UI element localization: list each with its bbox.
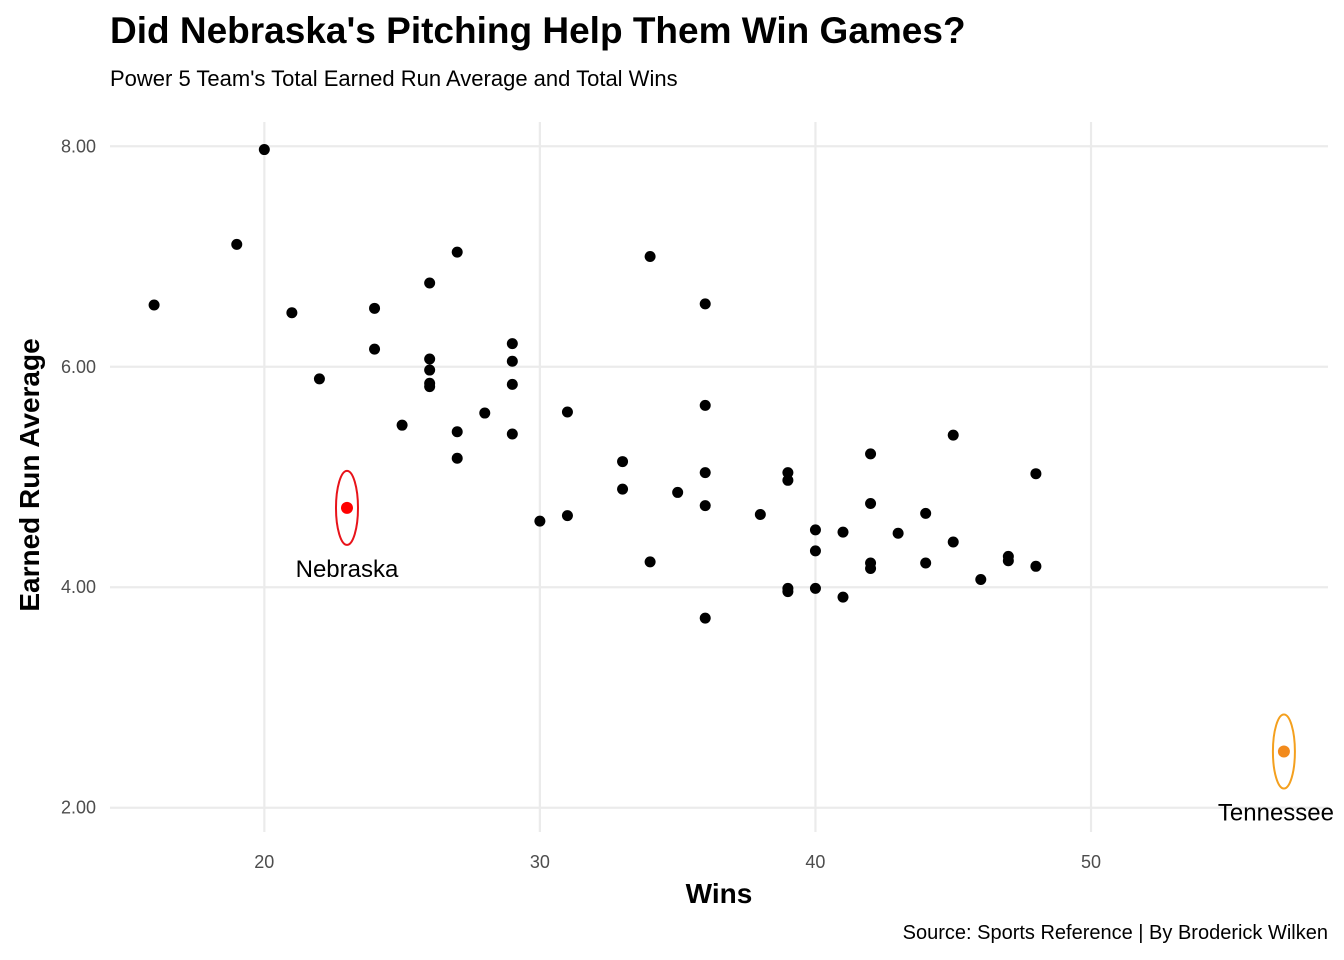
data-point	[369, 343, 381, 355]
data-point	[920, 507, 932, 519]
data-point	[313, 373, 325, 385]
grid-lines	[110, 122, 1328, 832]
y-tick-label: 2.00	[61, 798, 96, 818]
x-tick-label: 30	[530, 852, 550, 872]
data-point	[975, 574, 987, 586]
data-point	[837, 591, 849, 603]
nebraska-label: Nebraska	[296, 556, 399, 583]
y-tick-label: 8.00	[61, 136, 96, 156]
data-point	[865, 448, 877, 460]
data-point	[699, 298, 711, 310]
data-point	[506, 378, 518, 390]
data-point	[424, 353, 436, 365]
data-point	[947, 429, 959, 441]
x-tick-label: 50	[1081, 852, 1101, 872]
x-tick-labels: 20 30 40 50	[254, 852, 1101, 872]
data-point	[1030, 560, 1042, 572]
data-point	[617, 456, 629, 468]
tennessee-data-point	[1277, 745, 1290, 758]
data-point	[782, 586, 794, 598]
data-point	[424, 381, 436, 393]
y-tick-labels: 2.00 4.00 6.00 8.00	[61, 136, 96, 817]
data-point	[699, 612, 711, 624]
data-point	[258, 144, 270, 156]
tennessee-label: Tennessee	[1218, 800, 1334, 827]
y-axis-title: Earned Run Average	[14, 338, 45, 611]
data-point	[920, 557, 932, 569]
data-point	[506, 338, 518, 350]
data-point	[754, 508, 766, 520]
data-point	[148, 299, 160, 311]
data-point	[451, 452, 463, 464]
data-point	[837, 526, 849, 538]
data-point	[451, 246, 463, 258]
data-point	[561, 510, 573, 522]
data-point	[1002, 555, 1014, 567]
data-point	[506, 428, 518, 440]
chart-caption: Source: Sports Reference | By Broderick …	[902, 922, 1328, 944]
chart-title: Did Nebraska's Pitching Help Them Win Ga…	[110, 10, 966, 51]
data-point	[672, 486, 684, 498]
data-point	[947, 536, 959, 548]
data-point	[231, 238, 243, 250]
nebraska-data-point	[340, 501, 353, 514]
nebraska-highlight-ring	[334, 469, 359, 546]
data-point	[782, 474, 794, 486]
data-point	[424, 364, 436, 376]
tennessee-highlight-ring	[1271, 713, 1296, 790]
data-point	[892, 527, 904, 539]
data-point	[644, 556, 656, 568]
data-point	[809, 582, 821, 594]
data-point	[534, 515, 546, 527]
data-point	[506, 355, 518, 367]
x-axis-title: Wins	[686, 878, 753, 909]
data-point	[644, 251, 656, 263]
chart-subtitle: Power 5 Team's Total Earned Run Average …	[110, 66, 678, 91]
x-tick-label: 20	[254, 852, 274, 872]
data-point	[424, 277, 436, 289]
data-point	[809, 545, 821, 557]
data-points	[148, 144, 1042, 624]
data-point	[561, 406, 573, 418]
data-point	[699, 467, 711, 479]
data-point	[865, 563, 877, 575]
data-point	[699, 399, 711, 411]
data-point	[451, 426, 463, 438]
data-point	[699, 500, 711, 512]
data-point	[782, 467, 794, 479]
highlight-points: Nebraska Tennessee	[296, 469, 1334, 827]
data-point	[396, 419, 408, 431]
x-tick-label: 40	[805, 852, 825, 872]
data-point	[809, 524, 821, 536]
y-tick-label: 6.00	[61, 357, 96, 377]
y-tick-label: 4.00	[61, 577, 96, 597]
data-point	[479, 407, 491, 419]
data-point	[1030, 468, 1042, 480]
data-point	[286, 307, 298, 319]
data-point	[865, 497, 877, 509]
data-point	[369, 302, 381, 314]
data-point	[617, 483, 629, 495]
